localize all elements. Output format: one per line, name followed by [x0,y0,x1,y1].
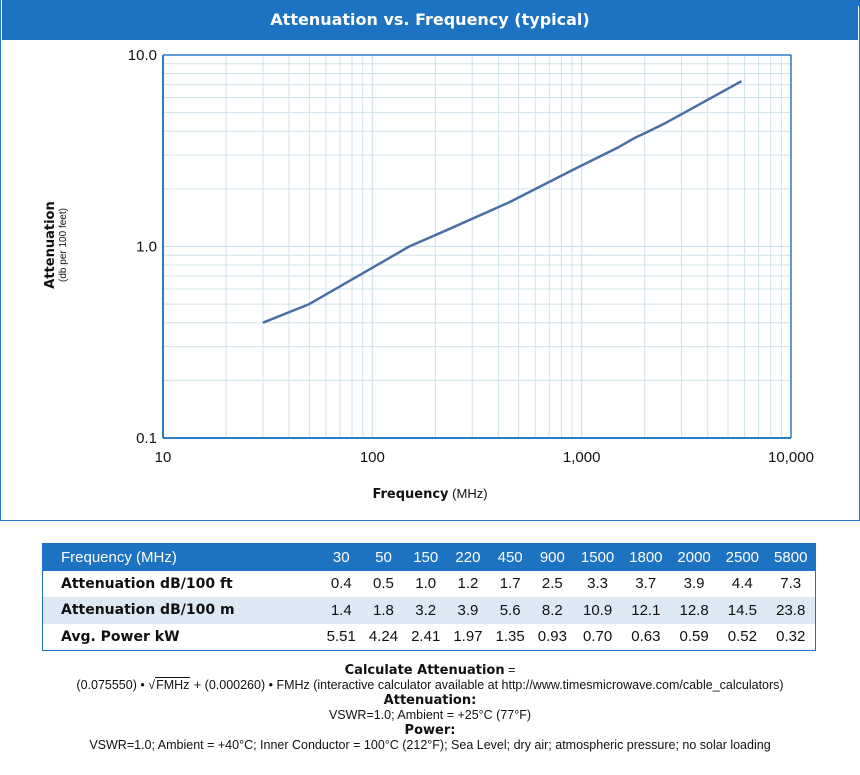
frequency-col-header: 220 [446,543,490,571]
table-cell: 0.93 [537,628,567,646]
table-cell: 0.4 [330,575,352,593]
table-cell: 5.6 [489,597,532,624]
table-cell: 0.32 [776,628,806,646]
table-cell: 1.4 [320,597,363,624]
frequency-col-header: 150 [404,543,447,571]
table-cell: 4.4 [731,575,753,593]
formula-line: (0.075550) • √FMHz + (0.000260) • FMHz (… [0,677,860,693]
sqrt-icon: √FMHz [148,677,191,692]
table-row: Attenuation dB/100 ft 0.4 0.5 1.0 1.2 1.7 2.5 3… [43,571,816,598]
table-cell: 8.2 [531,597,574,624]
table-cell: 0.52 [727,628,757,646]
table-cell: 3.9 [683,575,705,593]
table-cell: 1.97 [453,628,483,646]
frequency-col-header: 900 [531,543,574,571]
frequency-col-header: 5800 [766,543,816,571]
power-conditions: VSWR=1.0; Ambient = +40°C; Inner Conduct… [89,738,771,752]
table-cell: 0.70 [582,628,613,646]
frequency-col-header: 30 [320,543,363,571]
row-label: Attenuation dB/100 m [42,597,321,624]
table-cell: 0.63 [631,628,661,646]
y-axis-sublabel: (db per 100 feet) [58,208,69,282]
table-cell: 4.24 [368,628,399,646]
calc-eq: = [504,663,516,677]
frequency-col-header: 50 [362,543,405,571]
table-cell: 3.9 [446,597,490,624]
table-cell: 5.51 [326,628,356,646]
row-label: Attenuation dB/100 ft [61,575,233,592]
attenuation-heading: Attenuation: [383,693,477,708]
frequency-col-header: 2500 [718,543,767,571]
frequency-col-header: 1500 [573,543,622,571]
table-header-row: Frequency (MHz) 30 50 150 220 450 900 1500 1800… [42,543,816,571]
attenuation-series-line [262,80,743,324]
x-axis-unit: (MHz) [452,486,488,501]
table-cell: 12.1 [621,597,670,624]
attenuation-conditions: VSWR=1.0; Ambient = +25°C (77°F) [328,708,532,722]
table-cell: 1.0 [415,575,437,593]
x-axis-label: Frequency [372,487,449,502]
x-tick-label: 10,000 [768,449,814,466]
table-cell: 3.2 [404,597,447,624]
frequency-header: Frequency (MHz) [42,543,321,571]
x-axis-title: Frequency (MHz) [0,486,860,502]
x-tick-label: 10 [155,449,172,466]
frequency-col-header: 450 [489,543,532,571]
table-cell: 3.7 [635,575,657,593]
calc-line: Calculate Attenuation = [0,663,860,678]
chart-title: Attenuation vs. Frequency (typical) [2,0,858,40]
formula-sqrt: FMHz [155,677,191,692]
y-tick-label: 0.1 [136,430,157,447]
table-cell: 14.5 [718,597,767,624]
table-cell: 2.5 [541,575,563,593]
table-cell: 1.7 [499,575,521,593]
table-cell: 7.3 [780,575,802,593]
power-heading: Power: [404,723,456,738]
table-cell: 1.8 [362,597,405,624]
table-cell: 0.5 [373,575,394,593]
table-cell: 3.3 [587,575,609,593]
table-cell: 10.9 [573,597,622,624]
table-cell: 1.35 [495,628,525,646]
table-cell: 2.41 [411,628,441,646]
frequency-col-header: 1800 [621,543,670,571]
table-cell: 23.8 [766,597,816,624]
x-tick-label: 100 [360,449,385,466]
corner-mark [856,0,860,6]
y-axis-label: Attenuation [43,201,58,289]
x-tick-label: 1,000 [563,449,601,466]
table-row: Attenuation dB/100 m 1.4 1.8 3.2 3.9 5.6 8.2 10… [42,597,816,624]
y-axis-title: Attenuation (db per 100 feet) [43,201,69,288]
y-tick-label: 10.0 [128,47,157,64]
formula-coef-b: + (0.000260) • FMHz (interactive calcula… [193,678,784,692]
formula-coef-a: (0.075550) • [76,678,145,692]
y-tick-label: 1.0 [136,239,157,256]
attenuation-chart: 10 100 1,000 10,000 0.1 1.0 10.0 [128,47,814,466]
table-row: Avg. Power kW 5.51 4.24 2.41 1.97 1.35 0.93 0.7… [43,624,816,651]
row-label: Avg. Power kW [61,628,180,645]
notes: Calculate Attenuation = (0.075550) • √FM… [0,663,860,753]
spec-table: Frequency (MHz) 30 50 150 220 450 900 1500 1800… [42,543,816,651]
table-cell: 12.8 [669,597,719,624]
table-cell: 1.2 [457,575,479,593]
frequency-col-header: 2000 [669,543,719,571]
table-cell: 0.59 [679,628,709,646]
calc-heading: Calculate Attenuation [344,663,505,678]
